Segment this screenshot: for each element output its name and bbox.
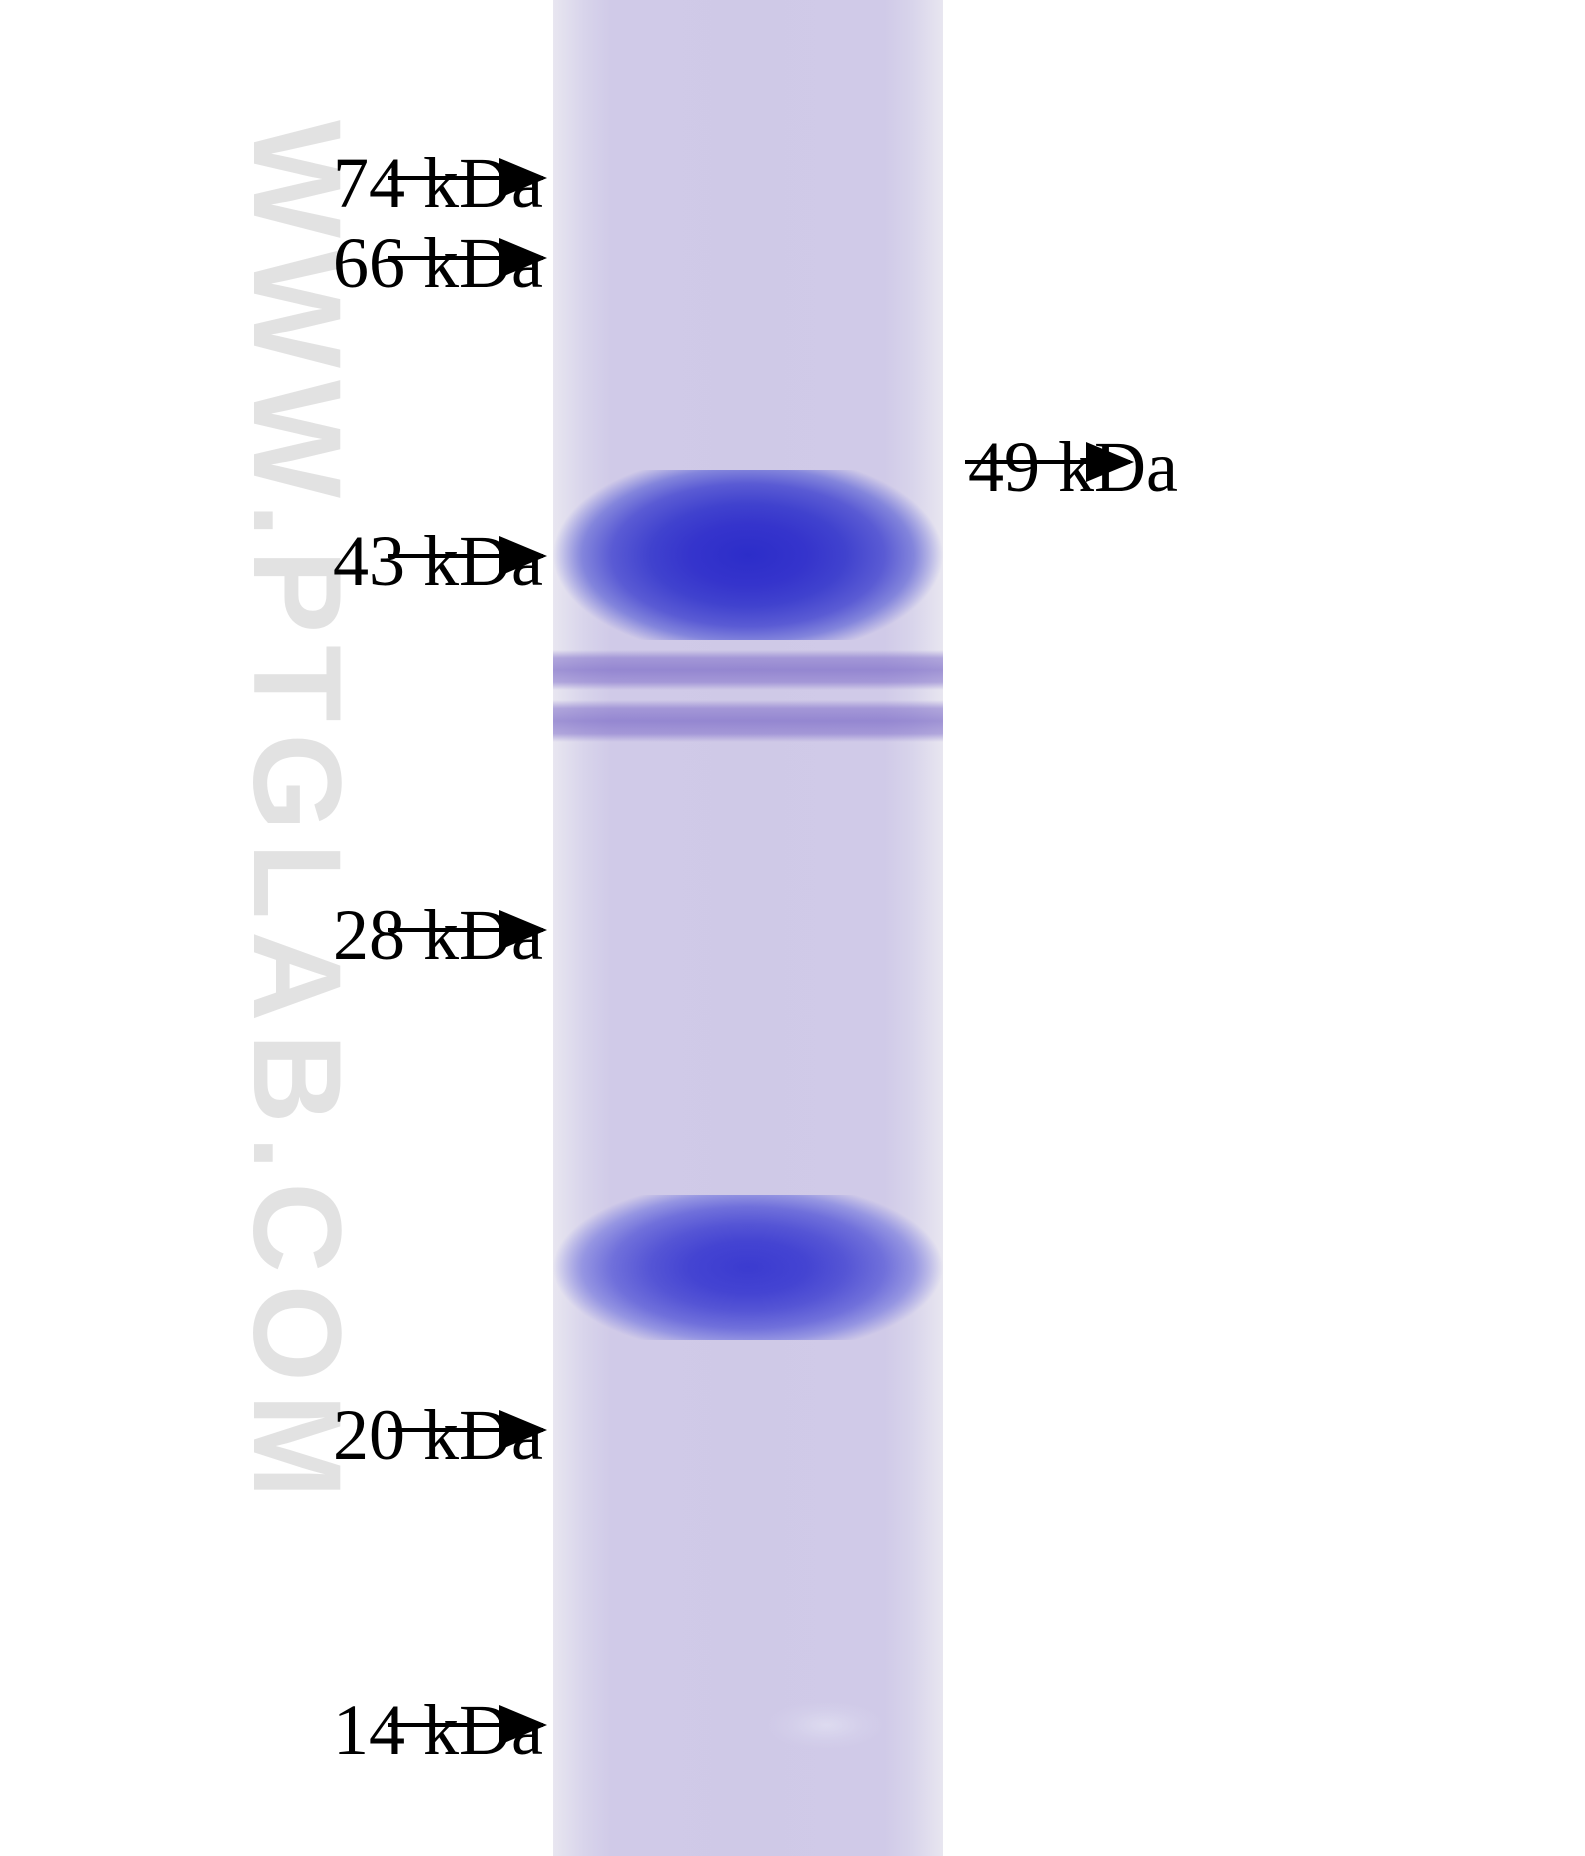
- gel-figure-container: WWW.PTGLAB.COM 74 kDa 66 kDa 43 kDa 28 k…: [0, 0, 1585, 1856]
- arrows-layer: [0, 0, 1585, 1856]
